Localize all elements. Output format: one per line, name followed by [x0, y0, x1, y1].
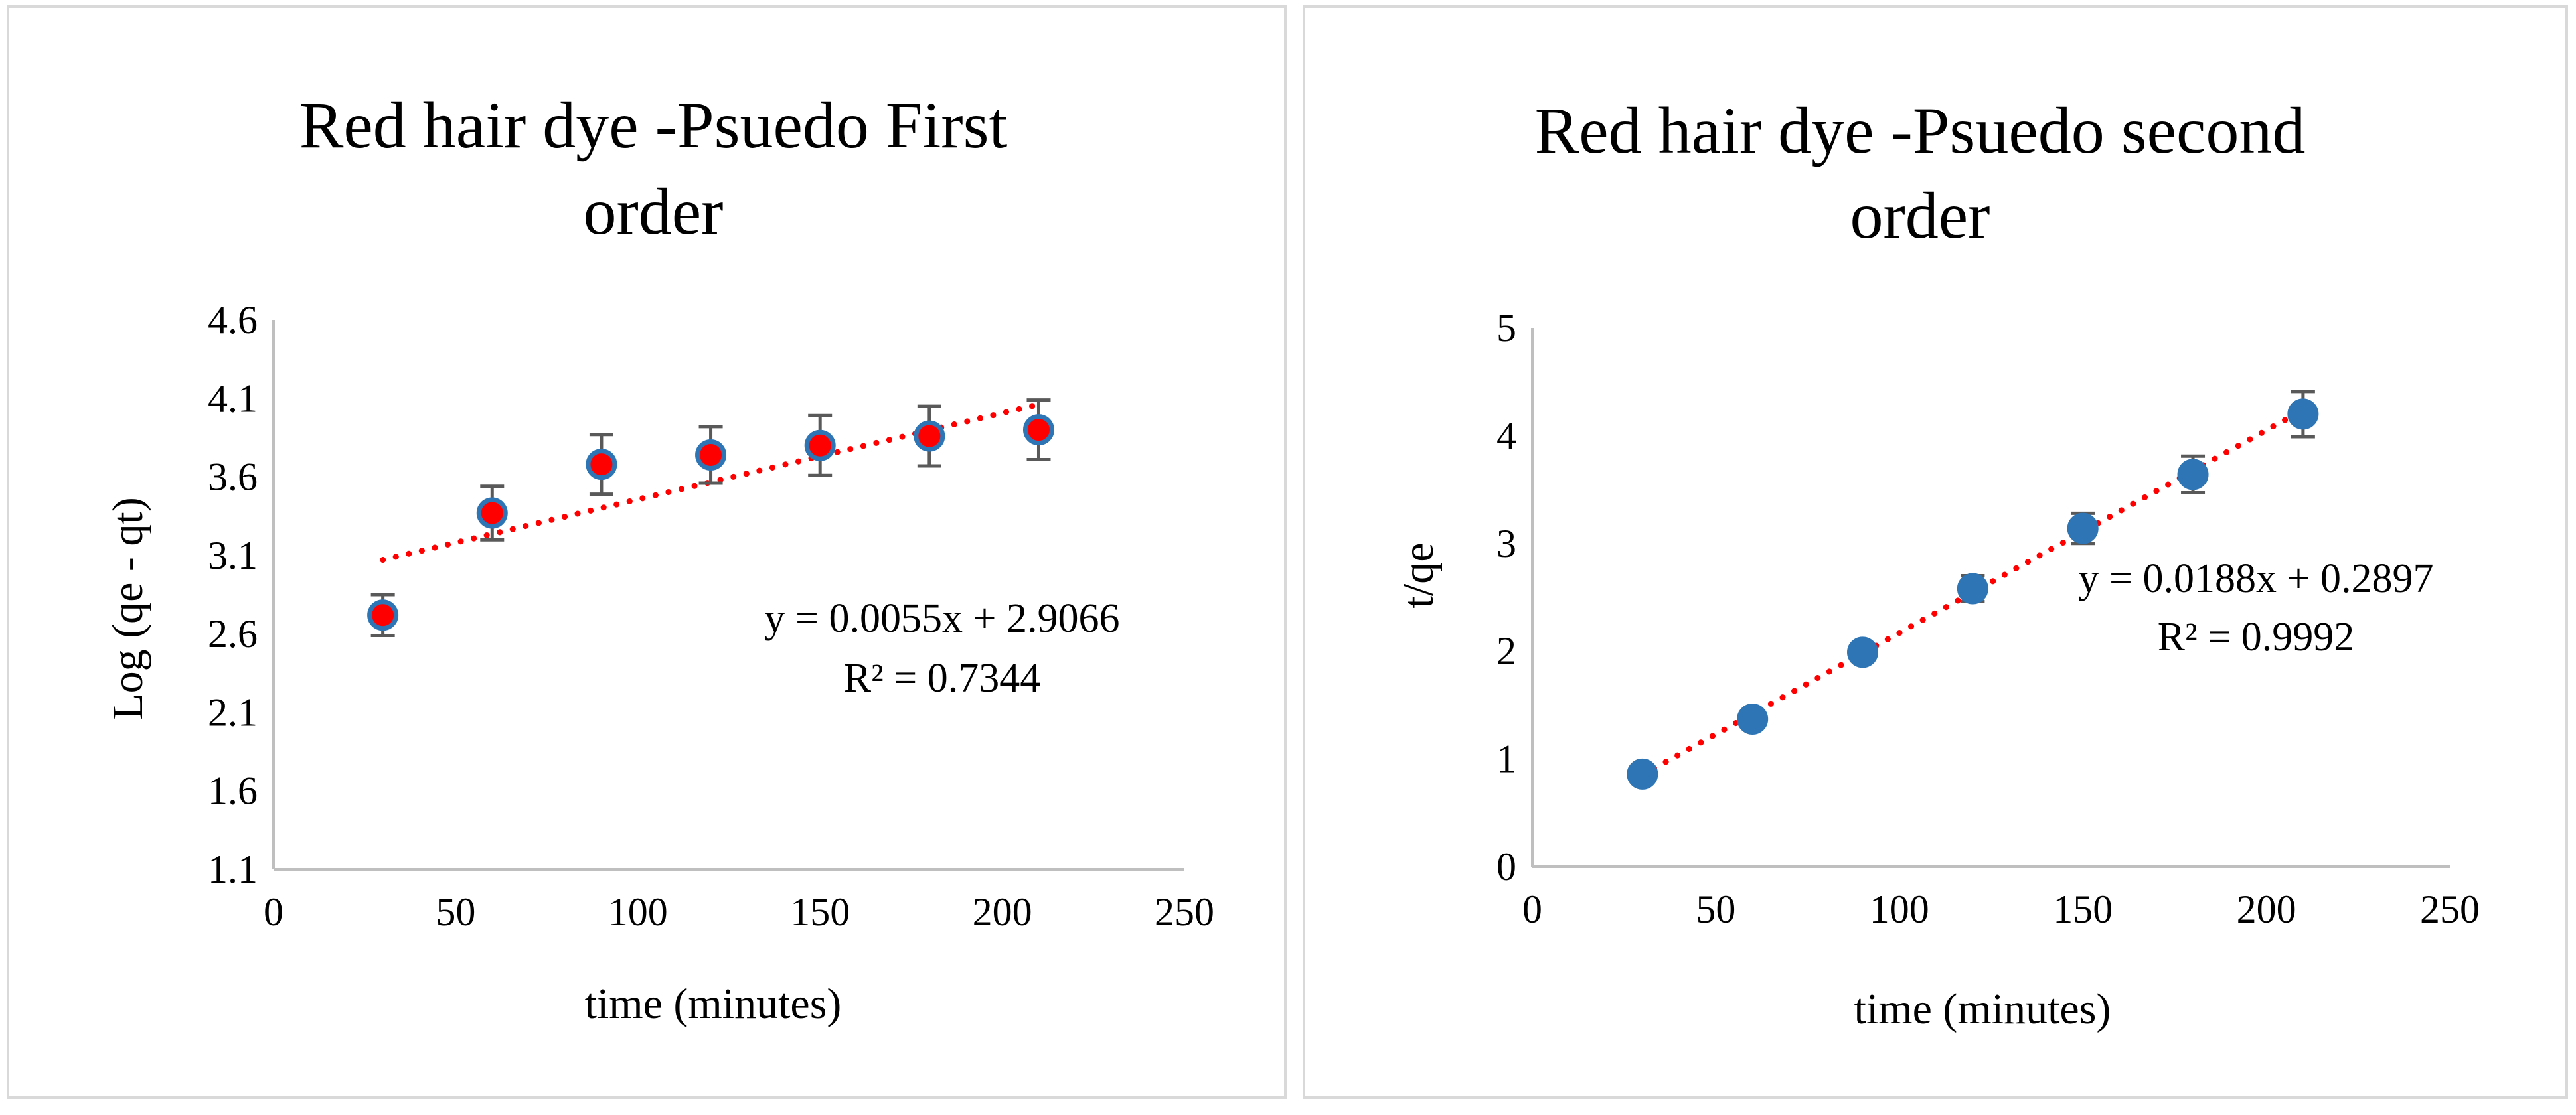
y-axis-label: t/qe [1394, 543, 1443, 609]
data-point [914, 420, 945, 452]
x-tick-label: 150 [2053, 887, 2113, 931]
x-tick-label: 250 [2420, 887, 2480, 931]
data-point [804, 429, 836, 461]
y-tick-label: 3.1 [208, 534, 258, 577]
x-tick-label: 100 [608, 890, 668, 934]
plot-area: 1.1 1.6 2.1 2.6 3.1 3.6 4.1 4.6 0 50 100 150 200 250 [208, 298, 1214, 934]
chart-title-line-1: Red hair dye -Psuedo First [299, 88, 1008, 162]
chart-panel-pseudo-first-order: Red hair dye -Psuedo First order 1.1 1.6 2… [7, 5, 1287, 1099]
y-tick-label: 0 [1496, 845, 1516, 889]
y-tick-label: 1.1 [208, 848, 258, 891]
data-point [2067, 512, 2099, 544]
x-axis-label: time (minutes) [585, 980, 842, 1028]
y-tick-label: 1 [1496, 737, 1516, 781]
chart-title-line-2: order [584, 175, 724, 248]
pseudo-first-order-chart: Red hair dye -Psuedo First order 1.1 1.6 2… [104, 88, 1214, 1028]
y-tick-label: 2.1 [208, 690, 258, 734]
x-tick-label: 200 [973, 890, 1032, 934]
y-tick-label: 4.6 [208, 298, 258, 342]
chart-title-line-1: Red hair dye -Psuedo second [1535, 94, 2306, 167]
y-tick-label: 2.6 [208, 612, 258, 656]
x-tick-label: 50 [1696, 887, 1735, 931]
y-tick-label: 3.6 [208, 455, 258, 499]
trendline-r-squared: R² = 0.9992 [2158, 615, 2354, 660]
chart-panel-pseudo-second-order: Red hair dye -Psuedo second order 0 1 2 3 4 5… [1303, 5, 2568, 1099]
y-tick-label: 4 [1496, 413, 1516, 457]
x-axis-label: time (minutes) [1854, 985, 2111, 1033]
x-tick-label: 0 [264, 890, 283, 934]
data-point [2287, 398, 2319, 430]
data-point [695, 439, 727, 471]
trendline-r-squared: R² = 0.7344 [844, 656, 1040, 701]
y-tick-label: 4.1 [208, 376, 258, 420]
data-point [1627, 758, 1658, 790]
data-point [1957, 573, 1988, 605]
x-tick-label: 150 [790, 890, 850, 934]
pseudo-second-order-chart: Red hair dye -Psuedo second order 0 1 2 3 4 5… [1394, 94, 2480, 1033]
x-tick-label: 250 [1155, 890, 1214, 934]
data-point [1022, 414, 1054, 446]
x-tick-label: 0 [1522, 887, 1542, 931]
data-point [476, 497, 508, 529]
y-tick-label: 3 [1496, 522, 1516, 565]
data-point [2177, 459, 2209, 490]
data-point [586, 449, 617, 481]
data-point [1847, 636, 1879, 668]
y-axis-label: Log (qe - qt) [104, 497, 152, 719]
x-tick-label: 200 [2237, 887, 2296, 931]
x-tick-label: 50 [436, 890, 475, 934]
data-point [367, 599, 399, 631]
data-point [1737, 704, 1769, 735]
trendline-equation: y = 0.0188x + 0.2897 [2079, 556, 2434, 601]
y-tick-label: 2 [1496, 629, 1516, 673]
chart-title-line-2: order [1850, 179, 1990, 252]
y-tick-label: 1.6 [208, 769, 258, 813]
x-tick-label: 100 [1870, 887, 1929, 931]
trendline-equation: y = 0.0055x + 2.9066 [765, 596, 1120, 641]
y-tick-label: 5 [1496, 306, 1516, 350]
